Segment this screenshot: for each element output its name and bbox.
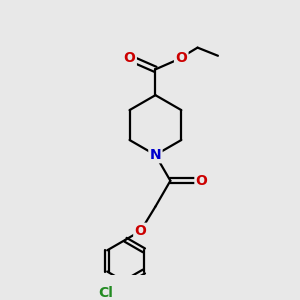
Text: N: N <box>150 148 161 162</box>
Text: O: O <box>135 224 146 238</box>
Text: O: O <box>124 52 136 65</box>
Text: O: O <box>196 174 208 188</box>
Text: Cl: Cl <box>98 286 113 300</box>
Text: O: O <box>175 52 187 65</box>
